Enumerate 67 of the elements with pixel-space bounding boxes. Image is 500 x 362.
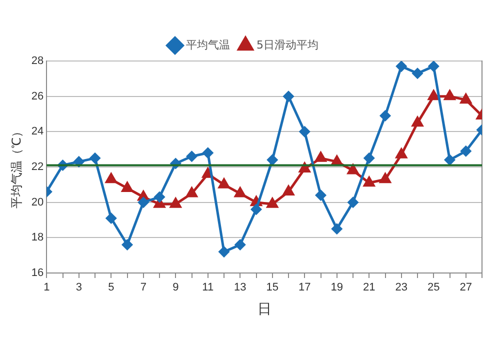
x-tick-label: 11 [202, 282, 214, 294]
point [266, 198, 278, 208]
point [90, 152, 100, 164]
point [234, 239, 246, 250]
point [186, 187, 198, 198]
point [316, 190, 326, 201]
x-tick-label: 9 [172, 282, 179, 294]
point [460, 94, 472, 104]
point [299, 126, 310, 137]
point [364, 176, 375, 187]
x-tick-label: 27 [460, 282, 472, 294]
point [106, 212, 116, 224]
point [218, 246, 230, 258]
x-axis-title: 日 [257, 300, 272, 316]
point [412, 116, 424, 127]
point [396, 61, 407, 72]
y-axis-title: 平均气温（℃） [10, 126, 24, 208]
point [186, 151, 198, 162]
x-tick-label: 1 [44, 282, 50, 294]
point [234, 187, 246, 198]
x-tick-label: 13 [234, 282, 246, 294]
point [170, 198, 182, 208]
legend-label: 5日滑动平均 [256, 38, 318, 52]
point [283, 91, 294, 102]
point [428, 61, 439, 72]
point [218, 178, 230, 188]
point [412, 68, 423, 79]
y-tick-label: 18 [31, 232, 44, 244]
y-tick-label: 26 [31, 90, 44, 102]
y-tick-label: 16 [31, 267, 44, 280]
x-tick-label: 17 [298, 282, 311, 294]
point [380, 173, 391, 184]
point [154, 192, 165, 202]
point [396, 148, 407, 158]
x-tick-label: 5 [108, 282, 114, 294]
point [444, 90, 456, 100]
x-tick-label: 15 [266, 282, 279, 294]
x-tick-label: 21 [363, 282, 376, 294]
point [299, 162, 310, 173]
point [267, 154, 278, 166]
y-tick-label: 20 [31, 196, 44, 208]
point [315, 152, 326, 162]
point [122, 239, 133, 250]
point [348, 197, 358, 208]
point [460, 146, 472, 156]
point [332, 224, 342, 234]
point [251, 204, 262, 215]
point [282, 185, 294, 196]
point [444, 154, 455, 166]
point [74, 156, 84, 167]
point [380, 110, 391, 122]
y-tick-label: 22 [31, 161, 44, 174]
point [364, 152, 374, 164]
legend-label: 平均气温 [186, 38, 230, 52]
x-tick-label: 7 [140, 282, 146, 294]
point [428, 90, 440, 100]
point [122, 182, 133, 192]
point [347, 164, 359, 174]
y-tick-label: 24 [31, 126, 44, 138]
point [138, 197, 149, 208]
x-tick-label: 3 [76, 282, 82, 294]
x-tick-label: 23 [395, 282, 408, 294]
x-tick-label: 25 [428, 282, 440, 294]
x-tick-label: 19 [330, 282, 344, 294]
y-tick-label: 28 [31, 55, 44, 68]
point [202, 148, 214, 158]
point [106, 173, 117, 184]
